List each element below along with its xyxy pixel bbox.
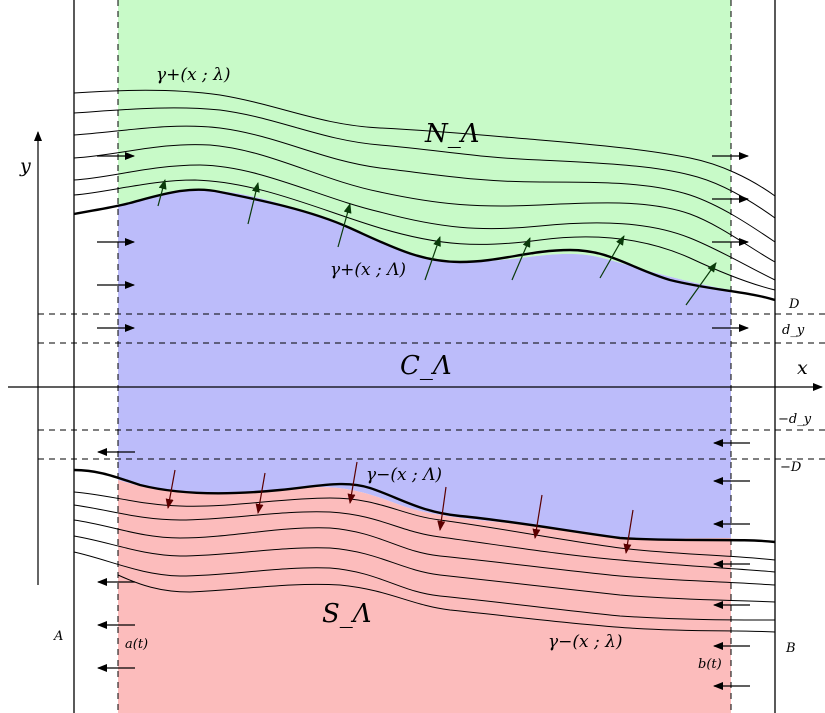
- b-t-label: b(t): [698, 657, 722, 672]
- gamma-plus-curve-3: [73, 125, 776, 243]
- minus-D-label: −D: [780, 460, 802, 475]
- gamma-minus-lambda-label: γ−(x ; λ): [548, 632, 623, 652]
- gamma-plus-Lambda-curve: [73, 188, 776, 302]
- gamma-minus-curve-6: [117, 574, 776, 633]
- down-arrow: [255, 472, 266, 514]
- gamma-minus-curve-4: [73, 535, 776, 603]
- gamma-plus-curve-2: [73, 107, 776, 219]
- down-arrow: [165, 469, 176, 509]
- minus-d-y-label: −d_y: [778, 412, 812, 427]
- gamma-plus-curve-5: [73, 164, 776, 281]
- gamma-plus-curve-4: [73, 144, 776, 263]
- down-arrow: [437, 486, 447, 531]
- A-label: A: [53, 629, 63, 644]
- gamma-plus-curve-1: [73, 89, 776, 197]
- up-arrow: [247, 182, 260, 225]
- x-axis-label: x: [797, 357, 808, 379]
- north-region: [118, 0, 731, 290]
- south-region-label: S_Λ: [322, 599, 372, 629]
- y-axis-label: y: [19, 155, 31, 177]
- south-region: [118, 480, 731, 713]
- left-flow-arrows-right: [97, 152, 135, 332]
- gamma-plus-curve-6: [73, 179, 776, 291]
- gamma-minus-curve-5: [73, 551, 776, 621]
- down-arrow: [623, 509, 634, 554]
- left-flow-arrows-left: [97, 448, 135, 672]
- gamma-minus-Lambda-label: γ−(x ; Λ): [366, 465, 442, 485]
- gamma-minus-lambda-curves: [73, 491, 776, 633]
- gamma-minus-curve-2: [73, 504, 776, 573]
- gamma-minus-Lambda-curve: [73, 468, 776, 544]
- upper-transversal-arrows: [157, 179, 717, 306]
- up-arrow: [685, 262, 717, 306]
- up-arrow: [424, 236, 441, 281]
- gamma-plus-lambda-label: γ+(x ; λ): [156, 65, 231, 85]
- gamma-minus-curve-3: [73, 519, 776, 586]
- B-label: B: [785, 641, 796, 656]
- right-flow-arrows-right: [712, 152, 749, 332]
- gamma-plus-lambda-curves: [73, 89, 776, 291]
- D-label: D: [788, 297, 800, 312]
- lower-transversal-arrows: [165, 461, 634, 554]
- up-arrow: [157, 179, 167, 207]
- gamma-minus-curve-1: [73, 491, 776, 561]
- up-arrow: [337, 203, 352, 248]
- gamma-plus-Lambda-label: γ+(x ; Λ): [330, 260, 406, 280]
- a-t-label: a(t): [125, 637, 148, 652]
- up-arrow: [599, 235, 625, 279]
- right-flow-arrows-left: [713, 439, 750, 690]
- center-region-label: C_Λ: [400, 351, 452, 381]
- north-region-label: N_Λ: [424, 119, 480, 149]
- down-arrow: [532, 494, 543, 539]
- center-region: [118, 190, 731, 539]
- down-arrow: [347, 461, 358, 504]
- up-arrow: [511, 237, 531, 281]
- d-y-label: d_y: [782, 323, 805, 338]
